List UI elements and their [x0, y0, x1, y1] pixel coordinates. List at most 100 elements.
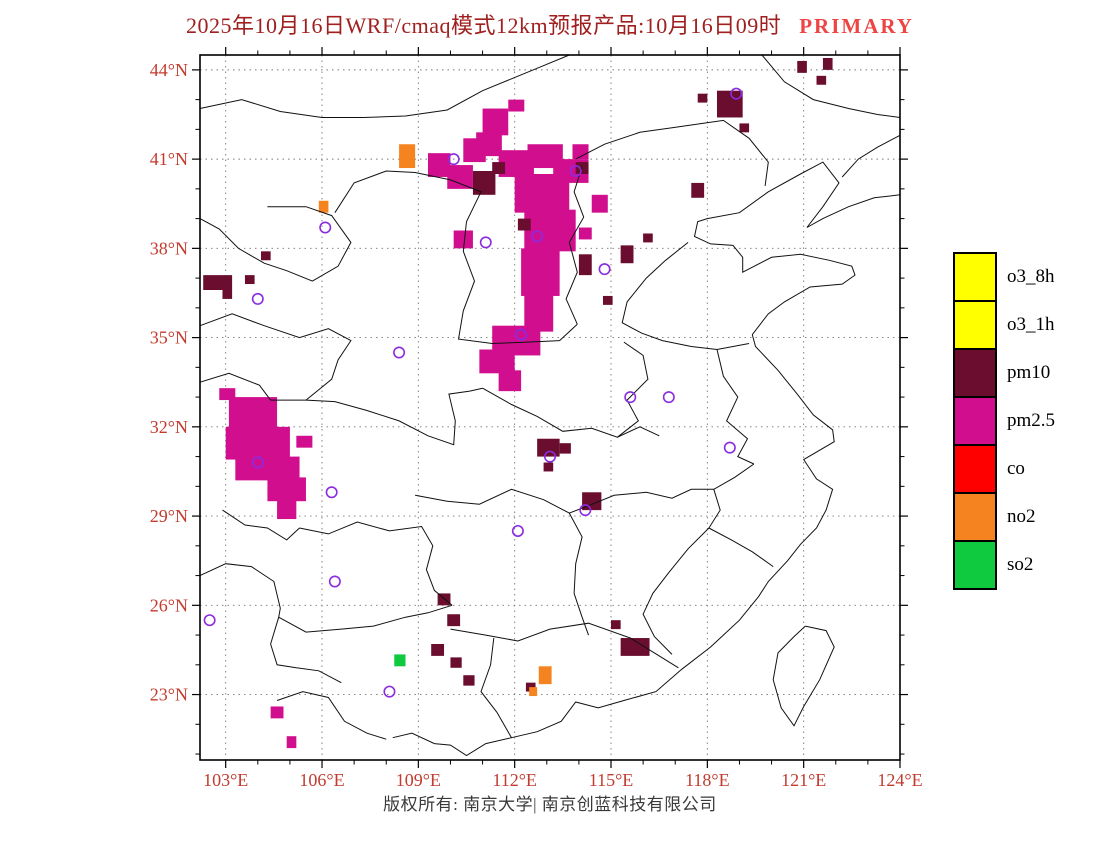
city-marker	[328, 575, 341, 588]
city-marker	[579, 504, 592, 517]
pollutant-cell-pm10	[463, 675, 475, 686]
pollutant-cell-pm2_5	[479, 349, 515, 374]
pollutant-cell-pm2_5	[482, 108, 509, 136]
pollutant-cell-pm10	[431, 643, 445, 656]
pollutant-cell-pm10	[602, 295, 613, 305]
pollutant-cell-pm2_5	[228, 397, 278, 430]
lat-tick-label: 38°N	[150, 238, 188, 258]
city-marker	[251, 292, 264, 305]
legend-label: no2	[1007, 506, 1036, 527]
lat-tick-label: 44°N	[150, 60, 188, 80]
province-boundary	[480, 637, 512, 738]
city-marker	[723, 441, 736, 454]
lon-tick-label: 115°E	[589, 770, 634, 790]
legend-item-o3_1h: o3_1h	[953, 300, 1055, 350]
pollutant-cell-pm2_5	[524, 292, 554, 332]
city-marker	[515, 328, 528, 341]
pollutant-legend: o3_8h o3_1h pm10 pm2.5 co no2 so2	[953, 252, 1055, 590]
pollutant-cell-no2	[529, 687, 538, 697]
city-marker	[511, 524, 524, 537]
province-boundary	[276, 691, 387, 740]
pollutant-cell-pm10	[797, 60, 807, 73]
pollutant-cell-pm10	[620, 245, 634, 264]
pollutant-cell-pm10	[739, 123, 750, 133]
city-marker	[251, 456, 264, 469]
pollutant-cell-pm10	[559, 443, 571, 454]
province-boundary	[392, 161, 901, 757]
page-title: 2025年10月16日WRF/cmaq模式12km预报产品:10月16日09时 …	[0, 8, 1100, 40]
legend-swatch-pm10	[953, 348, 997, 398]
pollutant-cell-pm2_5	[572, 144, 589, 160]
province-boundary	[222, 509, 300, 541]
pollutant-cell-pm2_5	[427, 153, 451, 177]
legend-item-co: co	[953, 444, 1055, 494]
province-boundary	[716, 349, 755, 465]
lon-tick-label: 121°E	[781, 770, 826, 790]
province-boundary	[621, 242, 750, 351]
pollutant-cell-pm10	[517, 218, 531, 231]
city-marker	[479, 236, 492, 249]
pollutant-cell-pm2_5	[524, 209, 576, 252]
pollutant-cell-no2	[538, 666, 552, 685]
copyright-footer: 版权所有: 南京大学| 南京创蓝科技有限公司	[383, 795, 717, 814]
pollutant-cell-pm2_5	[521, 248, 560, 296]
city-marker	[543, 450, 556, 463]
lon-tick-label: 106°E	[299, 770, 344, 790]
city-marker	[203, 614, 216, 627]
legend-item-pm10: pm10	[953, 348, 1055, 398]
pollutant-cell-pm10	[450, 657, 462, 668]
pollutant-cell-no2	[318, 200, 329, 213]
province-boundary	[199, 206, 352, 282]
pollutant-cell-pm10	[611, 620, 621, 630]
lat-tick-label: 35°N	[150, 328, 188, 348]
province-boundary	[199, 313, 352, 401]
province-boundary	[482, 387, 660, 438]
city-marker	[730, 87, 743, 100]
legend-label: o3_1h	[1007, 314, 1055, 335]
pollutant-cell-pm10	[643, 233, 653, 243]
legend-item-no2: no2	[953, 492, 1055, 542]
pollutant-cell-pm2_5	[235, 456, 300, 481]
province-boundary	[299, 521, 453, 606]
province-boundary	[617, 341, 649, 438]
pollutant-cell-pm10	[816, 75, 827, 85]
legend-swatch-pm2.5	[953, 396, 997, 446]
city-marker	[624, 391, 637, 404]
legend-item-so2: so2	[953, 540, 1055, 590]
pollutant-cell-pm10	[437, 593, 451, 606]
pollutant-cell-pm2_5	[225, 426, 290, 460]
legend-swatch-o3_8h	[953, 252, 997, 302]
province-boundary	[450, 622, 679, 669]
legend-swatch-so2	[953, 540, 997, 590]
lon-tick-label: 109°E	[396, 770, 441, 790]
province-boundary	[565, 166, 585, 325]
city-marker	[569, 165, 582, 178]
city-marker	[319, 221, 332, 234]
pollutant-cell-pm2_5	[447, 165, 473, 189]
province-boundary	[575, 119, 769, 186]
pollutant-cell-pm10	[716, 90, 743, 118]
legend-label: o3_8h	[1007, 266, 1055, 287]
city-marker	[325, 486, 338, 499]
province-boundary	[334, 170, 578, 345]
pollutant-cell-pm10	[578, 254, 592, 276]
pollutant-cell-pm10	[472, 171, 496, 195]
page-title-main: 2025年10月16日WRF/cmaq模式12km预报产品:10月16日09时	[186, 13, 782, 38]
pollutant-cell-so2	[394, 654, 406, 667]
province-boundary	[415, 488, 714, 514]
city-marker	[393, 346, 406, 359]
province-boundary	[278, 604, 453, 633]
lon-tick-label: 103°E	[203, 770, 248, 790]
page-title-primary-tag: PRIMARY	[799, 14, 914, 38]
pollutant-cell-pm10	[261, 251, 271, 261]
pollutant-cell-pm10	[203, 275, 233, 290]
legend-swatch-no2	[953, 492, 997, 542]
pollutant-cell-pm2_5	[286, 736, 297, 749]
pollutant-cell-pm10	[537, 438, 560, 457]
lat-tick-label: 32°N	[150, 417, 188, 437]
legend-label: co	[1007, 458, 1025, 479]
pollutant-cell-pm10	[222, 290, 233, 299]
province-boundary	[305, 387, 483, 446]
pollutant-cell-pm10	[244, 275, 255, 285]
